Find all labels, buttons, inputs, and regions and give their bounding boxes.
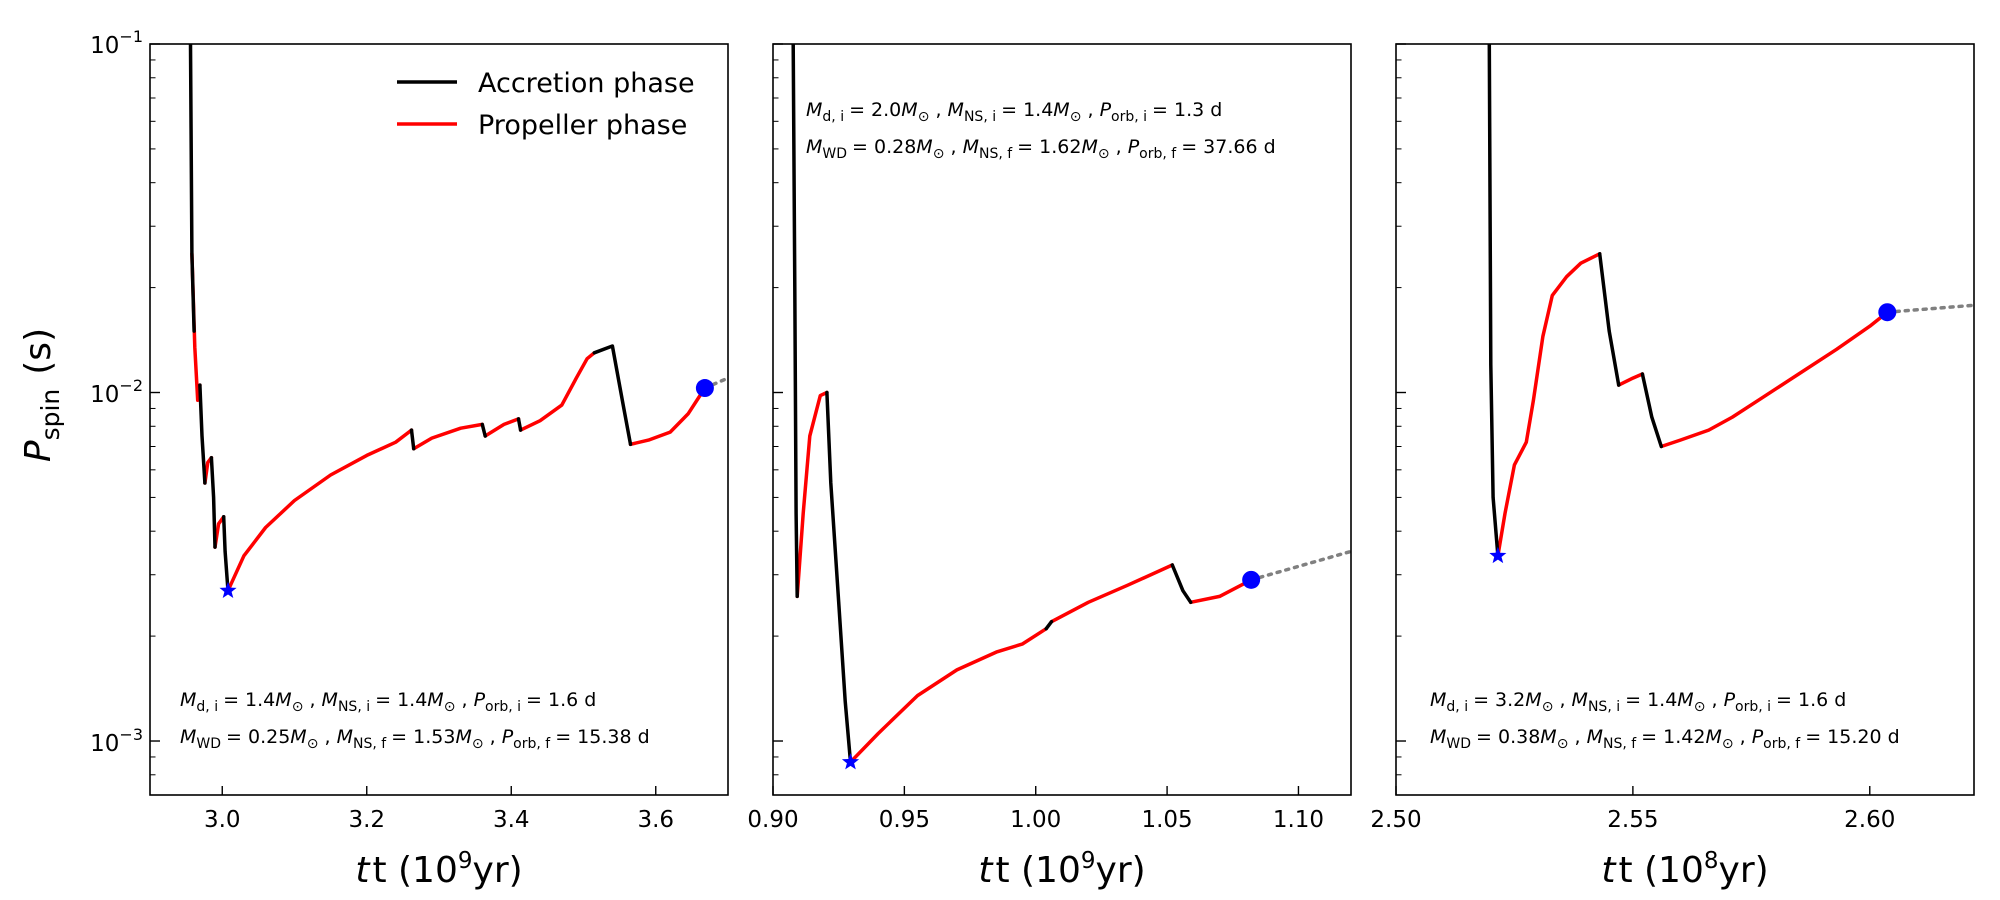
accretion-segment bbox=[1044, 619, 1054, 631]
x-tick-label: 3.0 bbox=[204, 807, 241, 833]
propeller-segment bbox=[1659, 310, 1890, 449]
accretion-segment bbox=[188, 44, 196, 333]
propeller-segment bbox=[628, 386, 707, 447]
panel-2-annotation-line-2: MWD = 0.28M⊙ , MNS, f = 1.62M⊙ , Porb, f = … bbox=[806, 136, 1276, 162]
panel-2-series bbox=[791, 44, 1351, 764]
propeller-segment bbox=[411, 422, 485, 451]
accretion-segment bbox=[409, 428, 416, 451]
panel-1-series bbox=[188, 44, 728, 593]
panel-3-annotation-line-1: Md, i = 3.2M⊙ , MNS, i = 1.4M⊙ , Porb, i = … bbox=[1430, 689, 1846, 715]
panel-1-annotation-line-2: MWD = 0.25M⊙ , MNS, f = 1.53M⊙ , Porb, f = … bbox=[180, 726, 650, 752]
panel-3-plot-area bbox=[1487, 44, 1974, 564]
panel-1-frame bbox=[149, 43, 729, 796]
panel-2: 0.90 0.95 1.00 1.05 1.10 Md, i = 2.0M⊙ , MNS,… bbox=[747, 43, 1352, 891]
accretion-segment bbox=[221, 515, 230, 593]
x-tick-label: 2.50 bbox=[1370, 807, 1421, 833]
propeller-segment bbox=[226, 428, 414, 593]
propeller-segment bbox=[483, 417, 521, 438]
x-tick-label: 3.4 bbox=[493, 807, 530, 833]
x-tick-label: 1.05 bbox=[1141, 807, 1192, 833]
x-tick-label: 2.60 bbox=[1844, 807, 1895, 833]
panel-2-x-axis-label: tt (109yr) bbox=[978, 848, 1145, 891]
panel-1-x-axis-label: tt (109yr) bbox=[355, 848, 522, 891]
ytick-label-1e-1: 10−1 bbox=[90, 27, 143, 59]
panel-1-plot-area bbox=[188, 44, 728, 598]
x-tick-label: 2.55 bbox=[1607, 807, 1658, 833]
propeller-segment bbox=[1496, 252, 1602, 558]
panel-3-series bbox=[1487, 44, 1974, 558]
panel-3: 2.50 2.55 2.60 Md, i = 3.2M⊙ , MNS, i = 1.4M… bbox=[1370, 43, 1975, 891]
propeller-segment bbox=[518, 351, 597, 432]
y-axis-label: Pspin(s) bbox=[18, 328, 65, 462]
x-tick-label: 0.95 bbox=[879, 807, 930, 833]
end-point-circle-marker bbox=[695, 379, 714, 398]
panel-1: 3.0 3.2 3.4 3.6 Accretion phase Propeller p… bbox=[149, 43, 729, 891]
min-period-star-marker bbox=[841, 753, 860, 770]
x-tick-label: 3.6 bbox=[637, 807, 674, 833]
legend-accretion-label: Accretion phase bbox=[478, 68, 695, 99]
panel-2-annotation: Md, i = 2.0M⊙ , MNS, i = 1.4M⊙ , Porb, i = … bbox=[806, 99, 1276, 162]
ytick-label-1e-3: 10−3 bbox=[90, 725, 143, 757]
ytick-label-1e-2: 10−2 bbox=[90, 376, 143, 408]
end-point-circle-marker bbox=[1242, 570, 1261, 589]
panel-3-annotation-line-2: MWD = 0.38M⊙ , MNS, f = 1.42M⊙ , Porb, f = … bbox=[1430, 726, 1900, 752]
accretion-segment bbox=[825, 390, 853, 764]
panel-3-x-axis-label: tt (108yr) bbox=[1601, 848, 1768, 891]
x-tick-label: 1.10 bbox=[1273, 807, 1324, 833]
min-period-star-marker bbox=[1489, 546, 1507, 564]
propeller-segment bbox=[848, 626, 1048, 764]
panel-2-plot-area bbox=[791, 44, 1351, 770]
min-period-star-marker bbox=[219, 581, 237, 598]
accretion-segment bbox=[209, 455, 217, 549]
propeller-segment bbox=[1616, 372, 1645, 387]
panel-3-annotation: Md, i = 3.2M⊙ , MNS, i = 1.4M⊙ , Porb, i = … bbox=[1430, 689, 1900, 752]
extension-dotted-line bbox=[1249, 549, 1351, 582]
y-tick-labels: 10−1 10−2 10−3 bbox=[90, 27, 143, 757]
accretion-segment bbox=[198, 383, 207, 485]
accretion-segment bbox=[592, 344, 633, 447]
panel-1-annotation-line-1: Md, i = 1.4M⊙ , MNS, i = 1.4M⊙ , Porb, i = … bbox=[180, 689, 596, 715]
extension-dotted-line bbox=[1885, 303, 1974, 314]
accretion-segment bbox=[480, 422, 487, 438]
accretion-segment bbox=[1640, 372, 1664, 449]
panel-1-legend: Accretion phase Propeller phase bbox=[397, 68, 695, 141]
propeller-segment bbox=[795, 390, 829, 599]
accretion-segment bbox=[1487, 44, 1500, 558]
panel-2-frame bbox=[772, 43, 1352, 796]
accretion-segment bbox=[1170, 563, 1193, 605]
legend-propeller-label: Propeller phase bbox=[478, 110, 687, 141]
panel-1-ticks: 3.0 3.2 3.4 3.6 bbox=[150, 43, 674, 833]
panel-3-ticks: 2.50 2.55 2.60 bbox=[1370, 43, 1895, 833]
accretion-segment bbox=[1597, 252, 1621, 387]
x-tick-label: 1.00 bbox=[1010, 807, 1061, 833]
panel-2-annotation-line-1: Md, i = 2.0M⊙ , MNS, i = 1.4M⊙ , Porb, i = … bbox=[806, 99, 1222, 125]
panel-2-ticks: 0.90 0.95 1.00 1.05 1.10 bbox=[747, 43, 1324, 833]
x-tick-label: 3.2 bbox=[348, 807, 385, 833]
x-tick-label: 0.90 bbox=[747, 807, 798, 833]
accretion-segment bbox=[791, 44, 799, 599]
propeller-segment bbox=[1188, 578, 1253, 605]
panel-3-frame bbox=[1395, 43, 1975, 796]
accretion-segment bbox=[516, 417, 523, 432]
propeller-segment bbox=[1049, 563, 1175, 624]
end-point-circle-marker bbox=[1878, 303, 1897, 322]
panel-1-annotation: Md, i = 1.4M⊙ , MNS, i = 1.4M⊙ , Porb, i = … bbox=[180, 689, 650, 752]
